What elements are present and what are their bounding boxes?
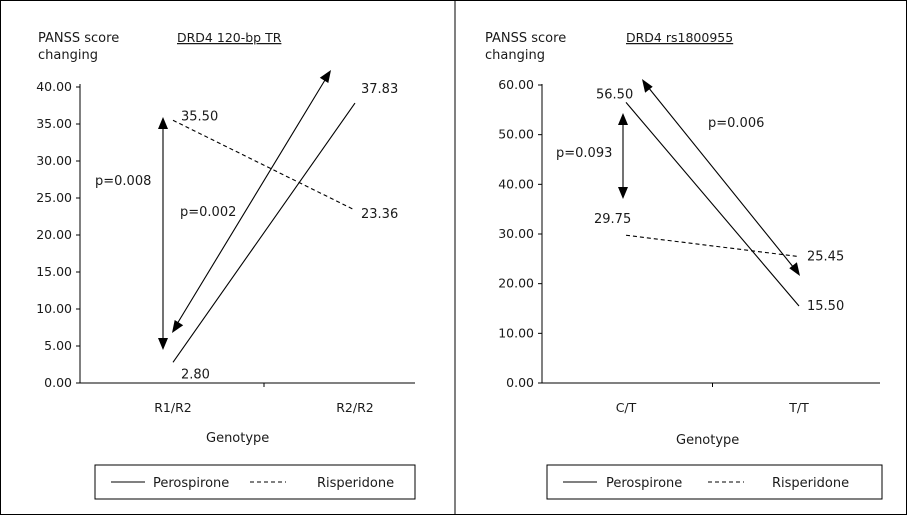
right-arrowhead-p093-up bbox=[618, 113, 628, 125]
left-y-ticks: 0.00 5.00 10.00 15.00 20.00 25.00 30.00 35.00 40… bbox=[36, 79, 80, 390]
right-x-ticks: C/T T/T bbox=[616, 383, 809, 415]
left-arrowhead-p008-up bbox=[158, 117, 168, 129]
left-x-ticks: R1/R2 R2/R2 bbox=[154, 383, 374, 415]
left-ytick-label: 5.00 bbox=[44, 338, 72, 353]
left-ytick-label: 10.00 bbox=[36, 301, 72, 316]
right-xlabel: Genotype bbox=[676, 433, 739, 448]
left-ytick-label: 0.00 bbox=[44, 375, 72, 390]
right-legend-label-risperidone: Risperidone bbox=[772, 476, 849, 491]
left-arrowhead-p002-up bbox=[319, 70, 331, 83]
right-ytick-label: 10.00 bbox=[498, 325, 534, 340]
left-data-label-perospirone: 37.83 bbox=[361, 82, 398, 97]
right-series-line-risperidone bbox=[625, 234, 800, 258]
left-ylabel-line2: changing bbox=[38, 48, 98, 63]
left-ytick-label: 25.00 bbox=[36, 190, 72, 205]
left-series-line-perospirone bbox=[172, 102, 356, 363]
right-ytick-label: 20.00 bbox=[498, 276, 534, 291]
left-ylabel-line1: PANSS score bbox=[38, 31, 119, 46]
right-legend-label-perospirone: Perospirone bbox=[606, 476, 682, 491]
left-legend-label-perospirone: Perospirone bbox=[153, 476, 229, 491]
left-legend-label-risperidone: Risperidone bbox=[317, 476, 394, 491]
right-ytick-label: 50.00 bbox=[498, 127, 534, 142]
right-data-label-risperidone: 29.75 bbox=[594, 212, 631, 227]
left-ytick-label: 40.00 bbox=[36, 79, 72, 94]
right-ytick-label: 40.00 bbox=[498, 176, 534, 191]
left-series-line-risperidone bbox=[172, 119, 356, 211]
left-arrow-p002 bbox=[176, 79, 326, 325]
left-data-label-risperidone: 23.36 bbox=[361, 207, 398, 222]
right-series-group: 56.50 15.50 29.75 25.45 bbox=[594, 87, 844, 314]
right-y-ticks: 0.00 10.00 20.00 30.00 40.00 50.00 60.00 bbox=[498, 77, 542, 390]
right-data-label-perospirone: 15.50 bbox=[807, 299, 844, 314]
left-ytick-label: 20.00 bbox=[36, 227, 72, 242]
right-ytick-label: 60.00 bbox=[498, 77, 534, 92]
right-annotation-p093: p=0.093 bbox=[556, 146, 612, 161]
left-data-label-perospirone: 2.80 bbox=[181, 367, 210, 382]
left-xtick-label: R1/R2 bbox=[154, 400, 192, 415]
left-xtick-label: R2/R2 bbox=[336, 400, 374, 415]
left-legend bbox=[94, 464, 416, 500]
left-ytick-label: 15.00 bbox=[36, 264, 72, 279]
right-data-label-perospirone: 56.50 bbox=[596, 87, 633, 102]
left-arrowhead-p008-down bbox=[158, 338, 168, 350]
right-arrow-p006 bbox=[647, 86, 795, 269]
left-title: DRD4 120-bp TR bbox=[177, 30, 282, 45]
left-arrowhead-p002-down bbox=[172, 320, 184, 333]
chart-right: PANSS score changing DRD4 rs1800955 0.00… bbox=[485, 30, 883, 500]
right-arrowhead-p093-down bbox=[618, 187, 628, 199]
left-data-label-risperidone: 35.50 bbox=[181, 109, 218, 124]
right-ytick-label: 0.00 bbox=[506, 375, 534, 390]
right-arrowhead-p006-down bbox=[789, 262, 800, 276]
right-ytick-label: 30.00 bbox=[498, 226, 534, 241]
right-series-line-perospirone bbox=[625, 102, 800, 307]
right-xtick-label: T/T bbox=[788, 400, 809, 415]
right-ylabel-line1: PANSS score bbox=[485, 31, 566, 46]
left-series-group: 2.80 37.83 35.50 23.36 bbox=[172, 82, 398, 382]
left-xlabel: Genotype bbox=[206, 431, 269, 446]
left-annotation-p008: p=0.008 bbox=[95, 174, 151, 189]
right-xtick-label: C/T bbox=[616, 400, 637, 415]
right-annotation-p006: p=0.006 bbox=[708, 116, 764, 131]
right-ylabel-line2: changing bbox=[485, 48, 545, 63]
right-data-label-risperidone: 25.45 bbox=[807, 250, 844, 265]
left-ytick-label: 30.00 bbox=[36, 153, 72, 168]
chart-left: PANSS score changing DRD4 120-bp TR 0.00… bbox=[36, 30, 416, 500]
left-ytick-label: 35.00 bbox=[36, 116, 72, 131]
right-legend bbox=[546, 464, 883, 500]
left-annotation-p002: p=0.002 bbox=[180, 205, 236, 220]
right-arrowhead-p006-up bbox=[642, 79, 653, 93]
right-title: DRD4 rs1800955 bbox=[626, 30, 733, 45]
